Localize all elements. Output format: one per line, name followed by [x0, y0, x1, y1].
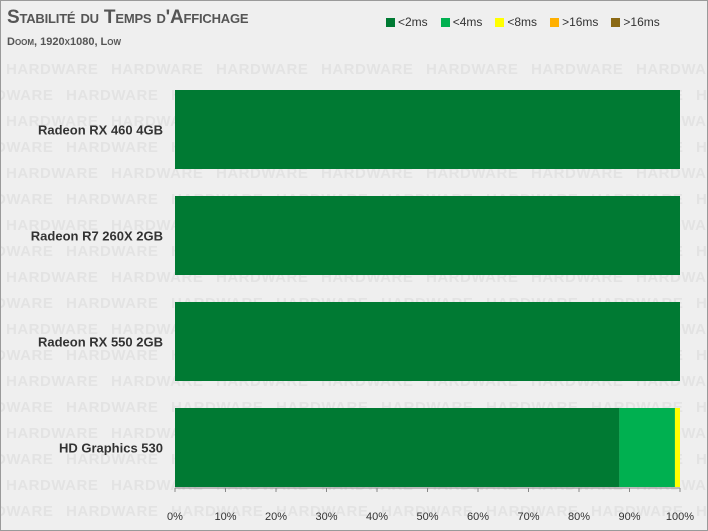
category-label: Radeon R7 260X 2GB [31, 229, 163, 244]
x-tick-label: 30% [315, 511, 337, 523]
legend-item: <8ms [495, 15, 537, 29]
bar-segment [674, 408, 680, 487]
bar-segment [175, 408, 620, 487]
legend-label: <8ms [507, 15, 538, 29]
legend-label: >16ms [562, 15, 599, 29]
legend-label: >16ms [623, 15, 660, 29]
x-tick-label: 90% [618, 511, 640, 523]
legend-swatch [550, 17, 560, 27]
legend-swatch [495, 17, 505, 27]
chart-legend: <2ms <4ms <8ms >16ms >16ms [386, 15, 673, 29]
x-tick-label: 10% [214, 511, 236, 523]
x-tick-label: 80% [568, 511, 590, 523]
chart-subtitle: Doom, 1920x1080, Low [7, 36, 122, 48]
legend-label: <4ms [452, 15, 483, 29]
legend-item: >16ms [611, 15, 660, 29]
legend-label: <2ms [398, 15, 428, 29]
legend-item: >16ms [550, 15, 598, 29]
chart-title: Stabilité du Temps d'Affichage [7, 7, 249, 28]
bar-segment [175, 90, 680, 169]
category-label: Radeon RX 460 4GB [38, 123, 163, 138]
x-tick-label: 20% [265, 511, 287, 523]
category-label: HD Graphics 530 [59, 441, 163, 456]
bar-segment [175, 302, 680, 381]
x-tick-label: 60% [467, 511, 489, 523]
category-label: Radeon RX 550 2GB [38, 335, 163, 350]
x-tick-label: 100% [666, 511, 694, 523]
legend-item: <2ms [386, 15, 428, 29]
x-tick-label: 0% [167, 511, 183, 523]
x-tick-label: 70% [517, 511, 539, 523]
x-tick-label: 40% [366, 511, 388, 523]
legend-swatch [386, 17, 395, 27]
legend-swatch [440, 17, 450, 27]
x-tick-label: 50% [416, 511, 438, 523]
legend-item: <4ms [440, 15, 483, 29]
legend-swatch [611, 17, 621, 27]
bar-segment [619, 408, 675, 487]
bar-segment [175, 196, 680, 275]
